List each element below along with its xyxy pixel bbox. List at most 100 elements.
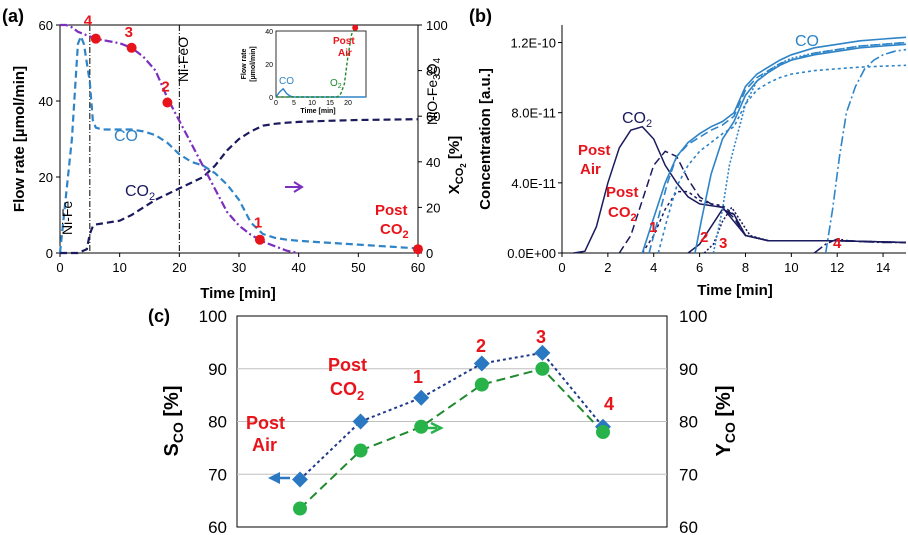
panel-a-series-co2 [60,118,419,255]
panel-a-marker-label: 1 [254,215,262,232]
inset-x-axis-title: Time [min] [300,108,335,115]
panel-a-y-axis-title: Flow rate [µmol/min] [11,66,28,212]
panel-a-x-tick-label: 60 [411,260,425,275]
panel-c-point-s-co [352,413,369,430]
inset-y-ticks: 0 20 40 [265,29,273,102]
panel-a-y-tick-label-right: 60 [426,109,440,124]
panel-c-y-tick-label-right: 90 [679,360,698,379]
panel-b-post-co2-label-post: Post [606,184,639,201]
panel-c-label: (c) [148,306,170,326]
panel-a-series-x-co2 [60,23,299,255]
panel-a-co2-label: CO2 [125,183,155,203]
inset-marker [352,24,359,31]
panel-c-series [292,344,611,516]
panel-b-post-air-label-air: Air [580,161,601,178]
panel-a-post-co2-label-post: Post [375,202,408,219]
panel-a-inset: 0 5 10 15 20 0 20 40 Time [min] Flow rate [µmol… [241,24,367,115]
panel-b-y-axis-title: Concentration [a.u.] [477,68,494,210]
panel-a-x-tick-label: 20 [172,260,186,275]
panel-b: (b) 0 2 4 6 8 10 12 14 0.0E+004.0E-118.0E-111.2… [469,6,907,299]
panel-a-y-tick-label-right: 40 [426,155,440,170]
panel-c-y-tick-label: 100 [199,307,227,326]
panel-a-label: (a) [2,6,24,26]
panel-b-x-tick-label: 14 [876,260,890,275]
panel-c-y-tick-label-right: 60 [679,518,698,535]
panel-c-point-y-co [596,425,610,440]
panel-c-label-3: 3 [536,327,546,347]
panel-a-marker [90,33,101,44]
panel-a-x-tick-label: 0 [56,260,63,275]
panel-b-co2-curve [813,238,906,254]
panel-c-point-y-co [474,377,489,392]
inset-x-tick-label: 20 [344,100,352,107]
panel-b-x-tick-label: 2 [604,260,611,275]
panel-a-x-tick-label: 30 [232,260,246,275]
inset-post-label: Post [333,36,355,47]
panel-c: (c) 60 70 80 90 100 60 70 80 90 100 SCO [%] YCO … [148,306,738,535]
inset-series [275,24,366,98]
inset-x-ticks: 0 5 10 15 20 [274,100,352,107]
inset-y-tick-label: 20 [265,62,273,69]
panel-b-y-tick-label: 8.0E-11 [511,106,556,121]
panel-b-co-curve [824,48,907,254]
panel-a-marker [254,234,265,245]
inset-series-o2 [276,27,356,98]
panel-b-label-2: 2 [700,229,708,246]
panel-a-series-co [58,33,419,254]
panel-a-marker [162,97,173,108]
panel-c-y-tick-label: 60 [208,518,227,535]
panel-a-y-tick-label: 20 [39,170,53,185]
inset-y-tick-label: 0 [269,95,273,102]
panel-a-x-ticks: 0 10 20 30 40 50 60 [56,253,425,275]
panel-b-post-air-label-post: Post [578,142,611,159]
panel-b-label-4: 4 [833,235,842,252]
panel-b-label: (b) [469,6,492,26]
panel-c-gridlines [237,368,667,475]
panel-b-co-curve [648,41,907,254]
panel-c-series-s-co [299,351,604,481]
panel-c-y-axis-title: SCO [%] [161,385,186,456]
panel-c-y-ticks-right: 60 70 80 90 100 [679,307,707,535]
phase-label-ni-feo: Ni-FeO [175,37,191,82]
panel-b-series [573,36,907,254]
panel-a-co-label: CO [114,128,138,145]
panel-a-y-tick-label-right: 20 [426,200,440,215]
panel-b-x-tick-label: 6 [696,260,703,275]
panel-b-y-tick-label: 1.2E-10 [510,36,556,51]
panel-c-point-y-co [293,501,307,516]
panel-a-post-co2-label-co2: CO2 [380,221,409,241]
panel-a-y-ticks-right: 0 20 40 60 80 100 [418,18,448,261]
panel-c-label-post-co2-co2: CO2 [330,379,364,403]
panel-b-x-ticks: 0 2 4 6 8 10 12 14 [558,253,890,275]
panel-b-co-curve [694,43,907,254]
panel-a-y-axis-title-right: XCO2 [%] [446,136,468,194]
inset-x-tick-label: 10 [308,100,316,107]
panel-c-label-2: 2 [476,336,486,356]
panel-a-y-tick-label: 60 [39,18,53,33]
inset-x-tick-label: 0 [274,100,278,107]
panel-b-co-label: CO [795,33,819,50]
panel-c-y-tick-label: 70 [208,465,227,484]
inset-air-label: Air [338,48,352,59]
panel-b-co2-label: CO2 [622,110,652,130]
panel-c-point-s-co [473,355,490,372]
inset-x-tick-label: 5 [292,100,296,107]
panel-a-x-tick-label: 40 [291,260,305,275]
panel-c-y-tick-label: 90 [208,360,227,379]
panel-c-label-post-air-air: Air [252,435,277,455]
panel-b-y-ticks: 0.0E+00 4.0E-11 8.0E-11 1.2E-10 [507,36,562,261]
panel-a-x-axis-title: Time [min] [200,285,276,302]
panel-c-label-post-co2-post: Post [328,355,367,375]
panel-a-y-tick-label-right: 0 [426,246,433,261]
panel-b-x-tick-label: 10 [784,260,798,275]
panel-a-marker [413,244,423,255]
panel-a-y-tick-label: 0 [46,246,53,261]
panel-c-label-1: 1 [413,367,423,387]
panel-c-y-ticks: 60 70 80 90 100 [199,307,227,535]
panel-c-y-tick-label-right: 70 [679,465,698,484]
panel-b-y-tick-label: 0.0E+00 [507,246,556,261]
inset-y-tick-label: 40 [265,29,273,36]
panel-c-left-axis-arrowhead [268,472,280,484]
inset-y-axis-title: Flow rate [µmol/min] [241,46,257,82]
